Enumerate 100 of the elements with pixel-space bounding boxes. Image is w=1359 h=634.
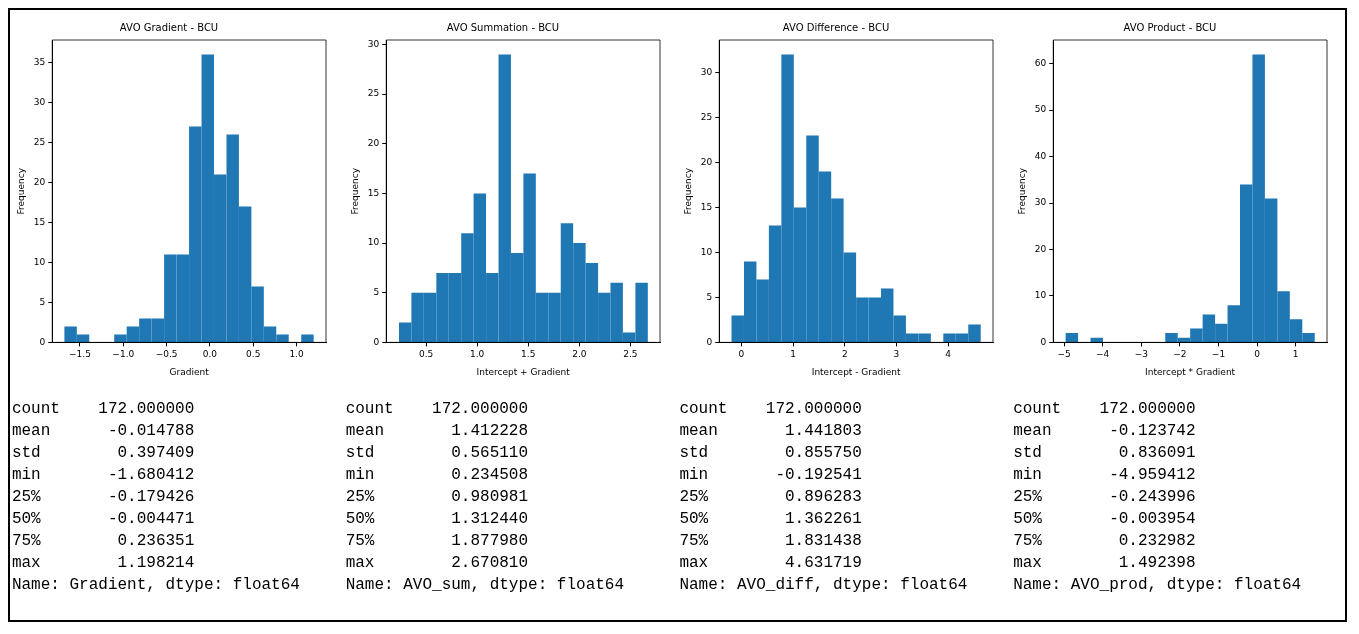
chart-title: AVO Gradient - BCU — [119, 21, 219, 33]
x-axis-title: Intercept - Gradient — [812, 366, 902, 377]
x-tick-label: −1.5 — [68, 349, 91, 360]
y-tick-label: 15 — [367, 187, 379, 198]
text: min 0.234508 — [345, 465, 530, 486]
x-tick-label: −3 — [1134, 349, 1149, 360]
text: min -0.192541 — [679, 465, 863, 486]
x-tick-label: 4 — [945, 349, 952, 360]
text: 50% 1.312440 — [345, 509, 530, 530]
x-tick-label: −1 — [1211, 349, 1226, 360]
text: count 172.000000 — [345, 399, 530, 420]
y-tick-label: 50 — [1034, 104, 1047, 115]
y-tick-label: 10 — [701, 246, 713, 257]
y-tick-label: 15 — [701, 201, 713, 212]
text: 75% 1.877980 — [345, 531, 530, 552]
x-tick-label: 3 — [893, 349, 900, 360]
y-tick-label: 20 — [33, 176, 46, 187]
text: count 172.000000 — [11, 399, 196, 420]
text: 25% -0.179426 — [11, 487, 196, 508]
y-tick-label: 60 — [1034, 58, 1047, 69]
text: mean 1.412228 — [345, 421, 530, 442]
text: 25% 0.980981 — [345, 487, 530, 508]
y-tick-label: 0 — [706, 336, 713, 347]
x-tick-label: 2 — [842, 349, 849, 360]
x-tick-label: 1.0 — [469, 349, 485, 360]
x-tick-label: −1.0 — [112, 349, 135, 360]
chart-title: AVO Product - BCU — [1123, 21, 1217, 33]
text: 25% -0.243996 — [1013, 487, 1197, 508]
x-tick-label: 1 — [790, 349, 797, 360]
text: Name: AVO_sum, dtype: float64 — [345, 575, 626, 596]
chart-title: AVO Summation - BCU — [446, 21, 559, 33]
y-axis-title: Frequency — [683, 167, 694, 215]
text: 75% 1.831438 — [679, 531, 863, 552]
x-tick-label: 0.5 — [245, 349, 261, 360]
text: min -1.680412 — [11, 465, 196, 486]
y-tick-label: 30 — [367, 38, 380, 49]
x-tick-label: −5 — [1057, 349, 1071, 360]
x-tick-label: 0 — [738, 349, 745, 360]
x-tick-label: 0 — [1254, 349, 1261, 360]
text: 75% 0.232982 — [1013, 531, 1197, 552]
text: 50% -0.004471 — [11, 509, 196, 530]
text: Name: AVO_prod, dtype: float64 — [1013, 575, 1303, 596]
text: mean -0.014788 — [11, 421, 196, 442]
text: std 0.397409 — [11, 443, 196, 464]
chart-title: AVO Difference - BCU — [783, 21, 890, 33]
x-tick-label: 0.0 — [202, 349, 218, 360]
x-tick-label: 1.5 — [520, 349, 536, 360]
text: min -4.959412 — [1013, 465, 1197, 486]
y-axis-title: Frequency — [15, 167, 26, 215]
x-tick-label: −4 — [1096, 349, 1110, 360]
text: 50% 1.362261 — [679, 509, 863, 530]
text: 25% 0.896283 — [679, 487, 863, 508]
y-tick-label: 0 — [1040, 336, 1047, 347]
text: max 1.492398 — [1013, 553, 1197, 574]
y-tick-label: 35 — [33, 56, 46, 67]
x-tick-label: 0.5 — [418, 349, 433, 360]
y-axis-title: Frequency — [349, 167, 360, 215]
x-tick-label: −0.5 — [155, 349, 178, 360]
y-tick-label: 25 — [33, 136, 46, 147]
y-tick-label: 25 — [367, 88, 379, 99]
y-tick-label: 5 — [39, 296, 46, 307]
x-tick-label: 1 — [1292, 349, 1299, 360]
y-tick-label: 10 — [367, 237, 380, 248]
x-tick-label: −2 — [1173, 349, 1187, 360]
y-tick-label: 10 — [33, 256, 46, 267]
text: std 0.855750 — [679, 443, 863, 464]
y-tick-label: 10 — [1034, 290, 1047, 301]
x-axis-title: Intercept * Gradient — [1145, 366, 1236, 377]
y-tick-label: 30 — [701, 66, 713, 77]
text: count 172.000000 — [679, 399, 863, 420]
text: max 2.670810 — [345, 553, 530, 574]
text: std 0.565110 — [345, 443, 530, 464]
y-tick-label: 5 — [373, 287, 379, 298]
y-tick-label: 20 — [701, 156, 713, 167]
text: max 4.631719 — [679, 553, 863, 574]
text: 75% 0.236351 — [11, 531, 196, 552]
text: count 172.000000 — [1013, 399, 1197, 420]
y-tick-label: 40 — [1034, 150, 1047, 161]
text: mean 1.441803 — [679, 421, 863, 442]
text: Name: Gradient, dtype: float64 — [11, 575, 301, 596]
y-axis-title: Frequency — [1016, 167, 1027, 215]
x-tick-label: 2.0 — [571, 349, 587, 360]
y-tick-label: 30 — [1034, 197, 1047, 208]
y-tick-label: 0 — [39, 336, 46, 347]
y-tick-label: 5 — [706, 291, 713, 302]
y-tick-label: 30 — [33, 96, 46, 107]
x-tick-label: 2.5 — [622, 349, 638, 360]
y-tick-label: 0 — [373, 336, 380, 347]
text: max 1.198214 — [11, 553, 196, 574]
x-axis-title: Intercept + Gradient — [476, 366, 570, 377]
text: Name: AVO_diff, dtype: float64 — [679, 575, 969, 596]
text: 50% -0.003954 — [1013, 509, 1197, 530]
text: mean -0.123742 — [1013, 421, 1197, 442]
text: std 0.836091 — [1013, 443, 1197, 464]
y-tick-label: 25 — [701, 111, 713, 122]
y-tick-label: 15 — [33, 216, 46, 227]
x-tick-label: 1.0 — [289, 349, 304, 360]
x-axis-title: Gradient — [169, 366, 210, 377]
y-tick-label: 20 — [1034, 243, 1047, 254]
y-tick-label: 20 — [367, 138, 380, 149]
